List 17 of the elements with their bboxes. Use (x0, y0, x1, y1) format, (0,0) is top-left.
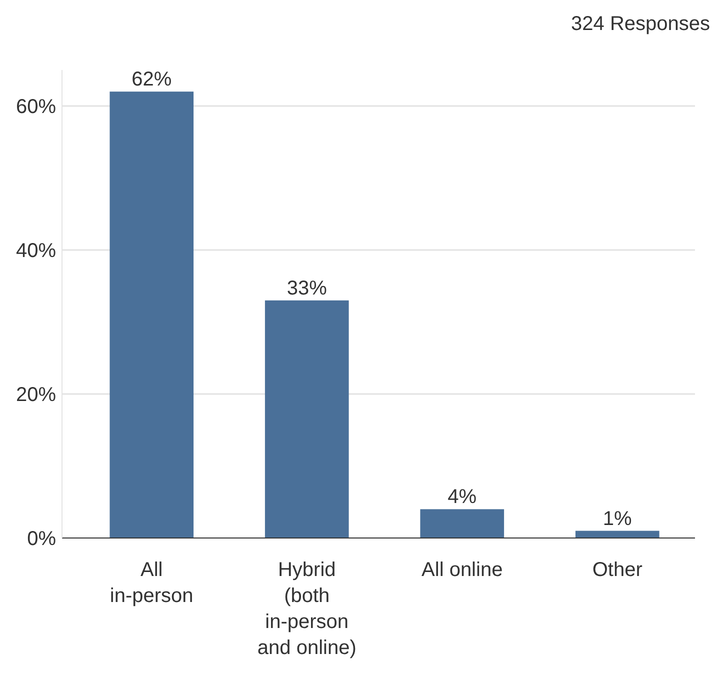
data-label: 62% (132, 68, 172, 91)
data-label: 33% (286, 277, 328, 300)
y-tick-label: 40% (16, 240, 56, 262)
x-tick-label: All in-person (110, 559, 194, 607)
y-tick-label: 0% (27, 528, 56, 550)
bar (264, 300, 349, 538)
y-tick-label: 60% (16, 96, 56, 118)
bar (420, 509, 504, 538)
y-tick-label: 20% (16, 384, 56, 406)
x-tick-label: Other (592, 559, 643, 581)
bar (575, 530, 660, 538)
text: 324 Responses (571, 13, 710, 35)
data-label: 4% (448, 486, 477, 508)
data-label: 1% (602, 508, 632, 530)
x-tick-label: All online (422, 559, 503, 581)
x-tick-label: Hybrid (both in-person and online) (257, 559, 356, 659)
bar (110, 92, 194, 538)
